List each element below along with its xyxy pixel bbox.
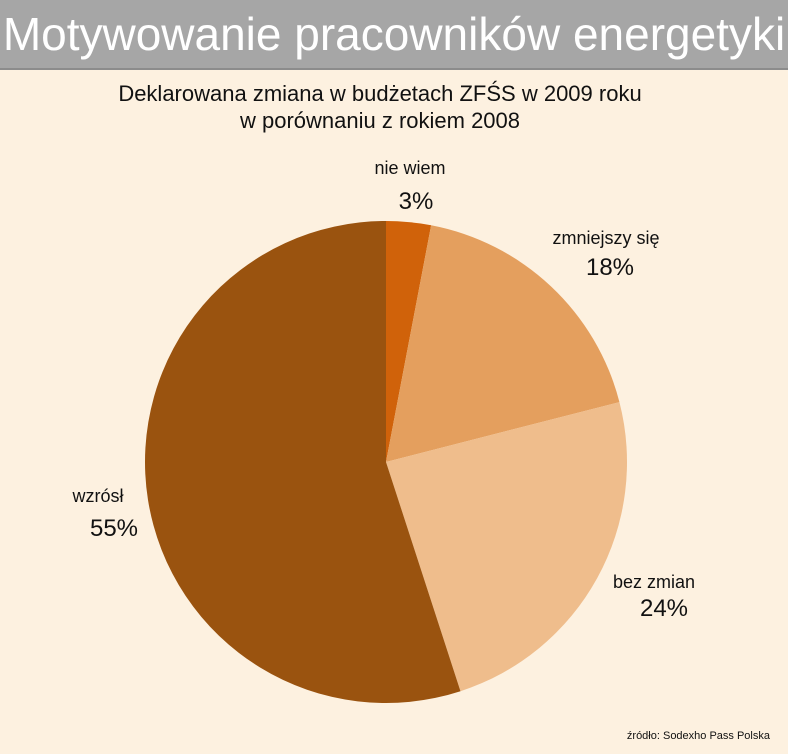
slice-label-2: bez zmian [613, 572, 695, 592]
pie-labels: nie wiem 3% zmniejszy się 18% bez zmian 24% wz… [71, 158, 695, 622]
pie-slice-0 [386, 221, 432, 462]
slice-label-3: wzrósł [71, 486, 123, 506]
source-note: źródło: Sodexho Pass Polska [626, 730, 770, 742]
slice-percent-3: 55% [90, 515, 138, 542]
slice-label-0: nie wiem [374, 158, 445, 178]
pie-slices [145, 221, 627, 703]
subtitle-line-2: w porównaniu z rokiem 2008 [239, 108, 521, 133]
pie-slice-3 [145, 221, 461, 703]
pie-slice-1 [386, 225, 620, 462]
subtitle-line-1: Deklarowana zmiana w budżetach ZFŚS w 20… [118, 81, 642, 106]
slice-percent-1: 18% [586, 254, 634, 281]
slice-label-1: zmniejszy się [552, 228, 659, 248]
slice-percent-0: 3% [399, 188, 434, 215]
title-banner: Motywowanie pracowników energetyki [0, 0, 788, 70]
page-title: Motywowanie pracowników energetyki [2, 8, 786, 60]
chart-subtitle: Deklarowana zmiana w budżetach ZFŚS w 20… [0, 80, 760, 134]
slice-percent-2: 24% [640, 595, 688, 622]
pie-slice-2 [386, 402, 627, 692]
